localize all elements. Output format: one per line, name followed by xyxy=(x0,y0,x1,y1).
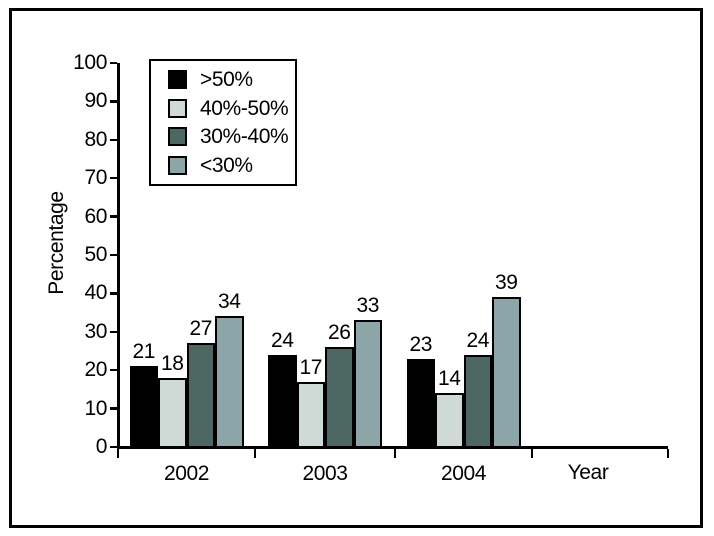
bar-value-label: 33 xyxy=(356,294,380,318)
y-tick-label: 20 xyxy=(84,358,107,382)
x-tick xyxy=(393,448,397,458)
x-axis xyxy=(116,445,668,449)
x-tick xyxy=(666,448,670,458)
bar-value-label: 27 xyxy=(189,317,213,341)
legend: >50% 40%-50% 30%-40% <30% xyxy=(149,59,297,186)
bar-value-label: 21 xyxy=(132,340,156,364)
x-category-label: 2004 xyxy=(440,462,487,485)
y-tick xyxy=(109,215,117,218)
y-tick xyxy=(109,292,117,295)
legend-swatch xyxy=(168,127,187,147)
legend-label: 30%-40% xyxy=(200,125,289,149)
legend-label: >50% xyxy=(200,67,253,91)
y-tick-label: 10 xyxy=(84,396,107,420)
y-tick-label: 90 xyxy=(84,89,107,113)
bar-value-label: 24 xyxy=(466,328,490,352)
bar xyxy=(158,377,187,448)
x-axis-title: Year xyxy=(567,461,609,484)
x-category-label: 2002 xyxy=(163,462,210,485)
bar-value-label: 34 xyxy=(217,290,241,314)
y-tick-label: 40 xyxy=(84,281,107,305)
x-tick xyxy=(253,448,257,458)
bar xyxy=(215,316,244,448)
bar xyxy=(406,358,435,448)
bar xyxy=(129,366,158,448)
y-tick xyxy=(109,61,117,65)
bar-value-label: 39 xyxy=(494,271,518,295)
y-tick xyxy=(109,368,117,372)
bar-value-label: 26 xyxy=(327,321,351,345)
y-tick xyxy=(109,330,117,334)
legend-item: >50% xyxy=(168,69,295,90)
legend-swatch xyxy=(168,69,187,89)
y-tick xyxy=(109,253,117,257)
bar xyxy=(463,354,492,448)
y-tick-label: 50 xyxy=(84,243,107,266)
figure-border xyxy=(9,8,703,528)
legend-item: <30% xyxy=(168,155,295,176)
y-tick xyxy=(109,176,117,180)
legend-item: 30%-40% xyxy=(168,126,295,147)
bar xyxy=(186,343,215,448)
y-tick-label: 60 xyxy=(84,204,107,228)
legend-item: 40%-50% xyxy=(168,98,295,119)
bar-value-label: 14 xyxy=(437,367,461,391)
x-tick xyxy=(530,448,534,458)
y-tick xyxy=(109,138,117,142)
bar xyxy=(435,393,464,448)
bar xyxy=(325,347,354,448)
legend-swatch xyxy=(168,98,187,118)
bar-value-label: 23 xyxy=(409,332,433,356)
x-category-label: 2003 xyxy=(302,462,348,485)
bar xyxy=(268,354,297,448)
bar-value-label: 18 xyxy=(160,351,184,375)
bar xyxy=(353,320,382,448)
y-tick-label: 70 xyxy=(84,166,107,190)
bar xyxy=(492,297,521,448)
y-tick-label: 80 xyxy=(84,127,107,151)
y-tick-label: 0 xyxy=(95,435,108,458)
bar-value-label: 17 xyxy=(299,355,323,379)
legend-label: 40%-50% xyxy=(200,96,289,120)
y-tick xyxy=(109,407,117,410)
bar-value-label: 24 xyxy=(270,328,294,352)
legend-swatch xyxy=(168,156,187,176)
y-tick-label: 30 xyxy=(84,319,107,343)
x-tick xyxy=(116,448,120,458)
y-tick xyxy=(109,100,117,103)
y-axis xyxy=(116,63,120,449)
legend-label: <30% xyxy=(200,154,253,178)
y-tick xyxy=(109,445,117,449)
bar xyxy=(296,381,325,448)
y-tick-label: 100 xyxy=(73,51,107,74)
